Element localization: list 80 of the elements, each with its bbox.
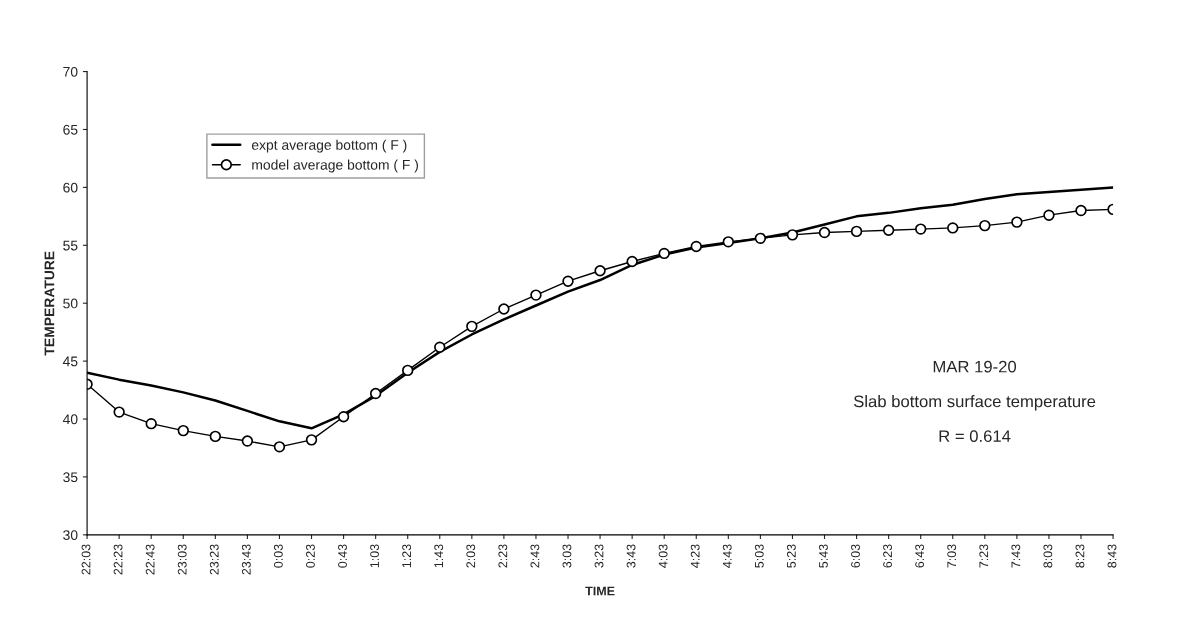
point (690, 240, 702, 253)
point (915, 223, 927, 235)
x-tick-label: 0:23 (306, 544, 315, 568)
point (882, 224, 895, 236)
x-tick-label: 0:43 (338, 544, 347, 568)
y-axis-title: TEMPERATURE (44, 251, 55, 356)
x-tick-label: 3:23 (594, 544, 604, 568)
point (594, 265, 606, 277)
x-tick-label: 1:23 (402, 544, 412, 568)
x-tick-label: 7:43 (1011, 544, 1021, 568)
y-tick-label: 65 (63, 124, 78, 135)
point (369, 387, 382, 400)
x-tick-label: 0:03 (273, 544, 283, 568)
x-tick-label: 7:23 (979, 544, 989, 568)
x-tick-label: 1:03 (370, 544, 379, 568)
x-tick-label: 3:43 (626, 544, 636, 568)
x-tick-label: 8:03 (1043, 544, 1053, 568)
x-tick-label: 23:23 (209, 544, 219, 575)
x-tick-label: 2:03 (466, 544, 476, 568)
point (305, 434, 318, 446)
x-tick-label: 1:43 (434, 544, 444, 568)
y-tick-label: 45 (62, 356, 78, 367)
x-tick-label: 6:23 (883, 544, 892, 568)
x-tick-label: 8:43 (1107, 544, 1117, 568)
point (145, 417, 157, 430)
point (658, 247, 670, 260)
x-tick-label: 5:23 (786, 544, 796, 568)
x-tick-label: 2:23 (498, 544, 508, 568)
annotation: MAR 19-20 (933, 360, 1017, 373)
point (1043, 209, 1055, 221)
point (850, 225, 863, 238)
x-tick-label: 4:23 (690, 544, 700, 568)
x-tick-label: 6:03 (851, 544, 860, 568)
x-tick-label: 7:03 (947, 544, 957, 568)
annotation: R = 0.614 (939, 430, 1011, 443)
point (273, 441, 286, 453)
x-tick-label: 22:43 (145, 544, 155, 575)
legend-label: model average bottom ( F ) (252, 159, 418, 173)
point (626, 255, 638, 268)
point (1075, 204, 1087, 217)
y-tick-label: 50 (63, 298, 78, 309)
y-tick-label: 70 (63, 66, 78, 77)
point (818, 226, 831, 239)
x-tick-label: 4:03 (658, 544, 668, 568)
x-tick-label: 3:03 (562, 544, 572, 568)
point (466, 320, 478, 333)
point (241, 435, 254, 447)
x-tick-label: 22:03 (81, 544, 91, 575)
point (402, 364, 414, 377)
y-tick-label: 55 (63, 240, 78, 251)
y-tick-label: 40 (62, 414, 78, 425)
y-tick-label: 60 (63, 182, 78, 193)
point (113, 406, 125, 418)
point (337, 411, 350, 423)
x-tick-label: 5:03 (754, 544, 764, 568)
x-tick-label: 23:03 (177, 544, 187, 575)
y-tick-label: 30 (63, 530, 78, 541)
x-tick-label: 23:43 (241, 544, 251, 575)
point (947, 222, 959, 234)
x-tick-label: 22:23 (113, 544, 123, 575)
x-tick-label: 2:43 (530, 544, 540, 568)
y-tick-label: 35 (63, 472, 78, 483)
x-tick-label: 6:43 (915, 544, 925, 568)
point (530, 289, 542, 301)
point (722, 236, 735, 248)
point (979, 219, 991, 232)
x-tick-label: 5:43 (819, 544, 828, 568)
point (177, 424, 189, 437)
x-tick-label: 4:43 (722, 544, 732, 568)
point (498, 303, 510, 315)
point (434, 341, 446, 353)
x-axis-title: TIME (585, 586, 615, 596)
point (562, 275, 574, 287)
legend-label: expt average bottom ( F ) (251, 139, 407, 153)
x-tick-label: 8:23 (1075, 544, 1085, 568)
point (786, 229, 799, 241)
annotation: Slab bottom surface temperature (853, 395, 1096, 411)
point (1011, 216, 1023, 228)
point (209, 430, 222, 443)
point (754, 232, 767, 245)
